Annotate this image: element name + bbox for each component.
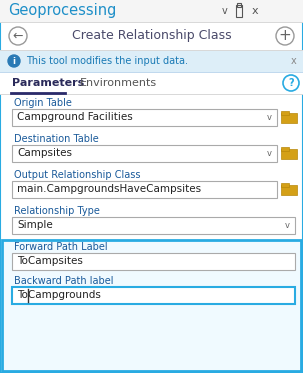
- Text: This tool modifies the input data.: This tool modifies the input data.: [26, 56, 188, 66]
- Text: Backward Path label: Backward Path label: [14, 276, 114, 286]
- Text: x: x: [252, 6, 259, 16]
- Text: ToCampsites: ToCampsites: [17, 257, 83, 266]
- Text: Campground Facilities: Campground Facilities: [17, 113, 133, 122]
- Text: v: v: [285, 221, 289, 230]
- Bar: [0, 50, 303, 72]
- Text: v: v: [267, 113, 271, 122]
- Circle shape: [8, 55, 20, 67]
- Text: v: v: [267, 149, 271, 158]
- Bar: [281, 148, 297, 159]
- Text: Origin Table: Origin Table: [14, 98, 72, 109]
- Text: Geoprocessing: Geoprocessing: [8, 3, 116, 19]
- Bar: [12, 109, 277, 126]
- Bar: [281, 147, 289, 150]
- Text: Relationship Type: Relationship Type: [14, 207, 100, 216]
- Text: Campsites: Campsites: [17, 148, 72, 159]
- Bar: [12, 253, 295, 270]
- Bar: [0, 72, 303, 94]
- Text: Simple: Simple: [17, 220, 53, 231]
- Bar: [281, 110, 289, 115]
- Text: x: x: [291, 56, 297, 66]
- Text: ←: ←: [13, 29, 23, 43]
- Bar: [12, 181, 277, 198]
- Bar: [236, 5, 242, 17]
- Text: ToCampgrounds: ToCampgrounds: [17, 291, 101, 301]
- Bar: [281, 182, 289, 186]
- Text: Output Relationship Class: Output Relationship Class: [14, 170, 141, 181]
- Text: Forward Path Label: Forward Path Label: [14, 242, 108, 253]
- Bar: [12, 145, 277, 162]
- Text: main.CampgroundsHaveCampsites: main.CampgroundsHaveCampsites: [17, 185, 201, 194]
- Bar: [2, 240, 301, 371]
- Text: i: i: [12, 56, 15, 66]
- Text: Parameters: Parameters: [12, 78, 84, 88]
- Text: Environments: Environments: [80, 78, 157, 88]
- Text: v: v: [222, 6, 228, 16]
- Bar: [12, 287, 295, 304]
- Text: ?: ?: [288, 78, 294, 88]
- Text: Create Relationship Class: Create Relationship Class: [72, 29, 231, 43]
- Bar: [281, 185, 297, 194]
- Text: Destination Table: Destination Table: [14, 135, 99, 144]
- Text: +: +: [279, 28, 291, 44]
- Bar: [0, 0, 303, 22]
- Bar: [12, 217, 295, 234]
- Bar: [281, 113, 297, 122]
- Bar: [237, 3, 241, 7]
